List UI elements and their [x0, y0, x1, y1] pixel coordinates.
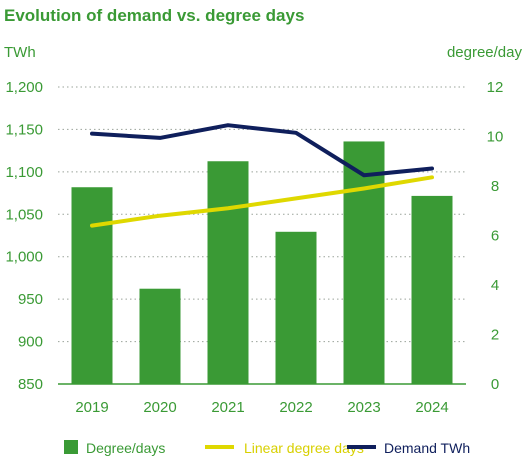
- x-axis-ticks: 2019 2020 2021 2022 2023 2024: [75, 399, 448, 416]
- right-tick-label: 12: [487, 79, 504, 96]
- linear-degree-days-line: [90, 175, 434, 228]
- right-tick-label: 2: [491, 327, 499, 344]
- right-tick-label: 0: [491, 376, 499, 393]
- right-axis-label: degree/day: [447, 44, 523, 61]
- left-tick-label: 1,200: [5, 79, 43, 96]
- right-tick-label: 10: [487, 129, 504, 146]
- bar-2024: [411, 195, 453, 384]
- bar-2020: [139, 288, 181, 384]
- bar-2023: [343, 141, 385, 384]
- left-axis-ticks: 850 900 950 1,000 1,050 1,100 1,150 1,200: [5, 79, 43, 393]
- x-tick-label: 2021: [211, 399, 244, 416]
- right-tick-label: 6: [491, 228, 499, 245]
- x-tick-label: 2020: [143, 399, 176, 416]
- right-tick-label: 8: [491, 178, 499, 195]
- x-tick-label: 2022: [279, 399, 312, 416]
- left-tick-label: 850: [18, 376, 43, 393]
- left-tick-label: 1,050: [5, 206, 43, 223]
- degree-days-bars: [71, 141, 453, 384]
- left-tick-label: 900: [18, 334, 43, 351]
- x-tick-label: 2023: [347, 399, 380, 416]
- legend-label-linear: Linear degree days: [244, 440, 364, 456]
- right-tick-label: 4: [491, 277, 499, 294]
- legend: Degree/days Linear degree days Demand TW…: [64, 440, 470, 456]
- legend-swatch-degree-days: [64, 440, 78, 454]
- bar-2019: [71, 187, 113, 384]
- left-tick-label: 1,100: [5, 164, 43, 181]
- left-tick-label: 950: [18, 291, 43, 308]
- left-tick-label: 1,150: [5, 121, 43, 138]
- x-tick-label: 2024: [415, 399, 448, 416]
- legend-label-demand: Demand TWh: [384, 440, 470, 456]
- legend-label-degree-days: Degree/days: [86, 440, 165, 456]
- bar-2022: [275, 231, 317, 384]
- gridlines: [58, 86, 466, 343]
- right-axis-ticks: 0 2 4 6 8 10 12: [487, 79, 504, 393]
- left-axis-label: TWh: [4, 44, 36, 61]
- left-tick-label: 1,000: [5, 249, 43, 266]
- chart-title: Evolution of demand vs. degree days: [4, 6, 304, 25]
- bar-2021: [207, 161, 249, 384]
- demand-twh-line: [90, 123, 434, 178]
- x-tick-label: 2019: [75, 399, 108, 416]
